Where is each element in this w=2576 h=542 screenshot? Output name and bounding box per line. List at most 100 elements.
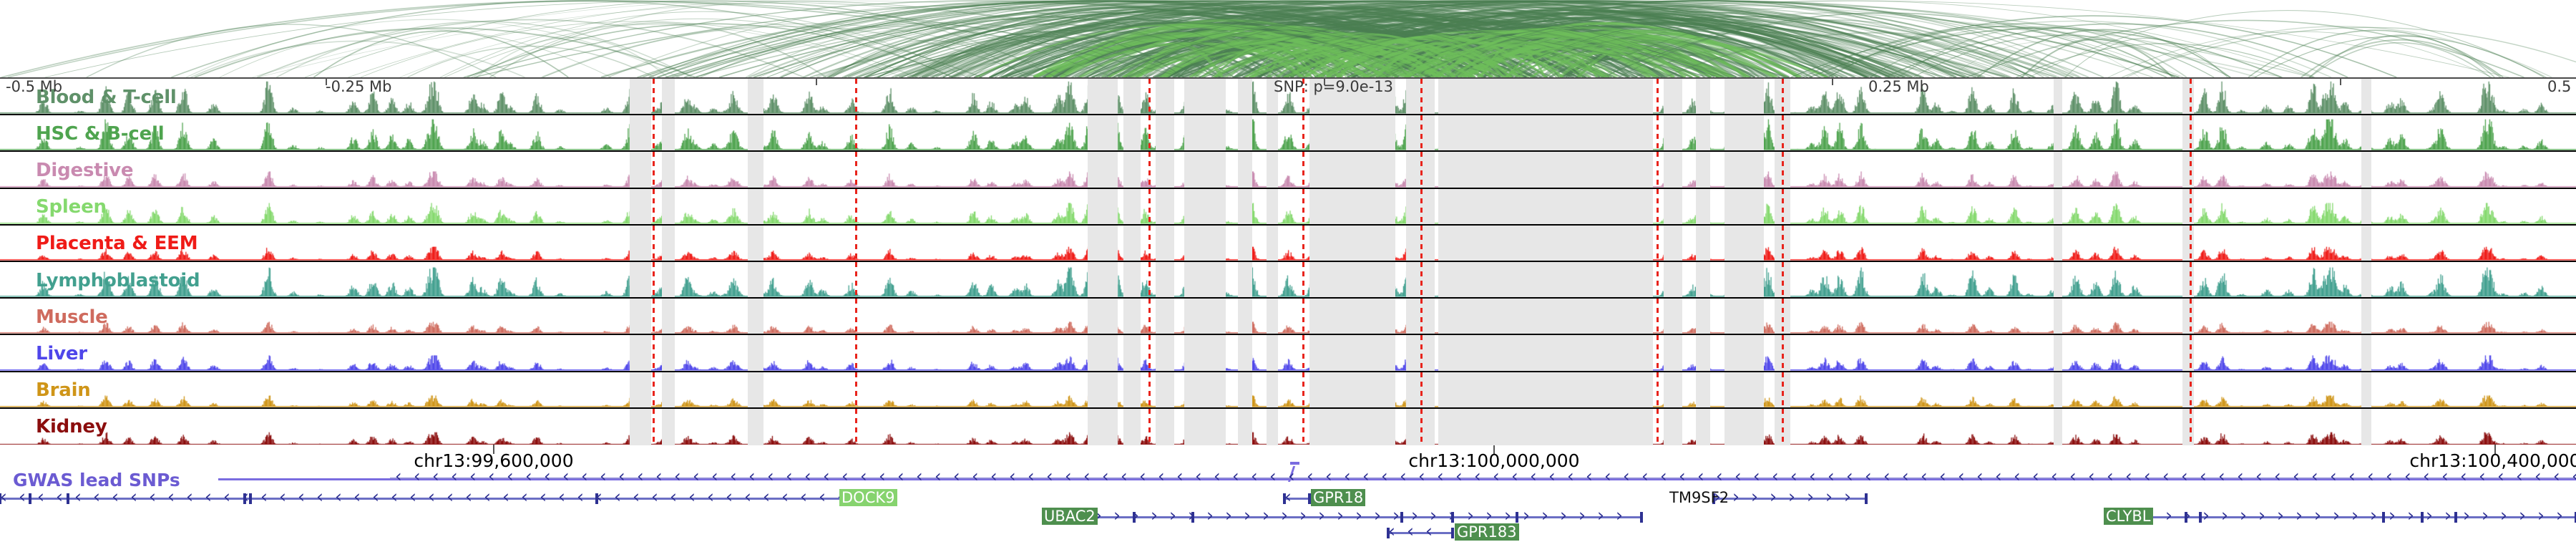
highlight-band bbox=[1724, 225, 1764, 261]
interaction-arc bbox=[1790, 15, 2397, 77]
gene-exon bbox=[1515, 512, 1518, 523]
interaction-arc bbox=[360, 21, 917, 77]
coordinate-label: chr13:100,400,000 bbox=[2409, 450, 2576, 471]
track-label: Digestive bbox=[36, 159, 134, 181]
signal-track-digestive[interactable]: Digestive bbox=[0, 152, 2576, 189]
snp-marker-line bbox=[1657, 225, 1659, 261]
highlight-band bbox=[662, 225, 675, 261]
gwas-connector-line bbox=[218, 478, 2576, 480]
interaction-arc bbox=[2309, 42, 2491, 77]
interaction-arc bbox=[1244, 54, 1387, 77]
snp-marker-line bbox=[2190, 152, 2192, 188]
gene-name-label[interactable]: DOCK9 bbox=[839, 489, 897, 506]
interaction-arc bbox=[2301, 39, 2502, 77]
signal-track-lymphoblastoid[interactable]: Lymphoblastoid bbox=[0, 261, 2576, 299]
highlight-band bbox=[2182, 188, 2194, 224]
track-label: Muscle bbox=[36, 306, 108, 328]
highlight-band bbox=[1156, 188, 1174, 224]
gene-dock9[interactable]: ‹ ‹ ‹ ‹ ‹ ‹ ‹ ‹ ‹ ‹ ‹ ‹ ‹ ‹ ‹ ‹ ‹ ‹ ‹ ‹ ‹ ‹ ‹ ‹ ‹ ‹ ‹ ‹ ‹ ‹ ‹ ‹ ‹ ‹ ‹ ‹ ‹ ‹ ‹ ‹… bbox=[0, 489, 2576, 508]
interaction-arc bbox=[1407, 44, 1609, 77]
interaction-arc bbox=[1802, 23, 2232, 77]
highlight-band bbox=[662, 152, 675, 188]
interaction-arc bbox=[1828, 26, 2176, 77]
signal-track-brain[interactable]: Brain bbox=[0, 372, 2576, 409]
gene-ubac2[interactable]: ›››››››››››››››››››››››››››››UBAC2 bbox=[0, 508, 2576, 526]
interaction-arc bbox=[1372, 47, 1499, 77]
highlight-band bbox=[1309, 261, 1395, 298]
highlight-band bbox=[1156, 372, 1174, 407]
interaction-arc bbox=[1135, 38, 1476, 77]
signal-track-liver[interactable]: Liver bbox=[0, 335, 2576, 372]
snp-marker-line bbox=[2190, 299, 2192, 334]
snp-marker-line bbox=[1782, 335, 1784, 371]
interaction-arc bbox=[642, 0, 1425, 77]
highlight-band bbox=[2361, 115, 2371, 151]
snp-marker-line bbox=[1302, 372, 1304, 407]
signal-track-placenta-eem[interactable]: Placenta & EEM bbox=[0, 225, 2576, 262]
gene-name-label[interactable]: TM9SF2 bbox=[1669, 489, 1729, 506]
gene-exon bbox=[595, 493, 598, 504]
snp-marker-line bbox=[1420, 152, 1423, 188]
interaction-arc bbox=[1664, 32, 2089, 77]
signal-track-hsc-b-cell[interactable]: HSC & B-cell bbox=[0, 115, 2576, 153]
interaction-arc bbox=[185, 19, 680, 77]
gwas-lead-snps-track: GWAS lead SNPs bbox=[0, 470, 2576, 490]
snp-marker-line bbox=[2190, 372, 2192, 407]
gene-clybl[interactable]: ›››››››››››››››››››››››CLYBL bbox=[0, 508, 2576, 526]
highlight-band bbox=[2182, 261, 2194, 298]
highlight-band bbox=[1088, 188, 1118, 224]
highlight-band bbox=[662, 79, 675, 115]
interaction-arc bbox=[1457, 44, 1658, 77]
signal-track-muscle[interactable]: Muscle bbox=[0, 299, 2576, 336]
highlight-band bbox=[1438, 299, 1653, 334]
interaction-arc bbox=[1084, 23, 1548, 77]
highlight-band bbox=[1696, 408, 1710, 445]
highlight-band bbox=[1696, 152, 1710, 188]
highlight-band bbox=[630, 152, 651, 188]
gene-name-label[interactable]: GPR183 bbox=[1455, 523, 1519, 541]
highlight-band bbox=[2182, 152, 2194, 188]
interaction-arc bbox=[476, 37, 668, 77]
snp-marker-line bbox=[2190, 225, 2192, 261]
interaction-arc bbox=[658, 26, 1132, 77]
interaction-arc bbox=[1173, 21, 1643, 77]
interaction-arc bbox=[1966, 19, 2524, 77]
highlight-band bbox=[1309, 79, 1395, 115]
interaction-arc bbox=[467, 23, 954, 77]
snp-marker-line bbox=[1420, 261, 1423, 298]
highlight-band bbox=[2361, 299, 2371, 334]
gene-exon bbox=[1387, 528, 1390, 538]
highlight-band bbox=[1238, 372, 1252, 407]
highlight-band bbox=[748, 188, 763, 224]
highlight-band bbox=[2182, 299, 2194, 334]
gene-gpr18[interactable]: ‹ GPR18 bbox=[0, 489, 2576, 508]
highlight-band bbox=[1724, 115, 1764, 151]
highlight-band bbox=[2182, 372, 2194, 407]
signal-track-kidney[interactable]: Kidney bbox=[0, 408, 2576, 445]
interaction-arc bbox=[1898, 26, 2187, 77]
gene-exon bbox=[2575, 512, 2576, 523]
gene-name-label[interactable]: GPR18 bbox=[1311, 489, 1366, 506]
highlight-band bbox=[1724, 335, 1764, 371]
highlight-band bbox=[748, 79, 763, 115]
gene-name-label[interactable]: UBAC2 bbox=[1042, 508, 1098, 525]
interaction-arc bbox=[964, 6, 1504, 77]
signal-track-spleen[interactable]: Spleen bbox=[0, 188, 2576, 226]
gene-exon bbox=[1308, 493, 1311, 504]
snp-marker-line bbox=[1420, 335, 1423, 371]
interaction-arc bbox=[931, 42, 1148, 77]
snp-marker-line bbox=[1420, 372, 1423, 407]
gene-tm9sf2[interactable]: › › › › › › › › TM9SF2 bbox=[0, 489, 2576, 508]
signal-track-blood-t-cell[interactable]: Blood & T-cell bbox=[0, 79, 2576, 116]
snp-marker-line bbox=[1302, 408, 1304, 445]
snp-marker-line bbox=[653, 299, 655, 334]
highlight-band bbox=[630, 115, 651, 151]
signal-profile bbox=[0, 225, 2576, 261]
highlight-band bbox=[1267, 79, 1278, 115]
gene-row-2: ‹ ‹ ‹ GPR183 bbox=[0, 523, 2576, 542]
gene-name-label[interactable]: CLYBL bbox=[2104, 508, 2153, 525]
signal-profile bbox=[0, 115, 2576, 151]
gene-strand-arrows: ‹ ‹ ‹ bbox=[1388, 523, 1433, 541]
gene-gpr183[interactable]: ‹ ‹ ‹ GPR183 bbox=[0, 523, 2576, 542]
interaction-arc bbox=[1263, 0, 2154, 77]
